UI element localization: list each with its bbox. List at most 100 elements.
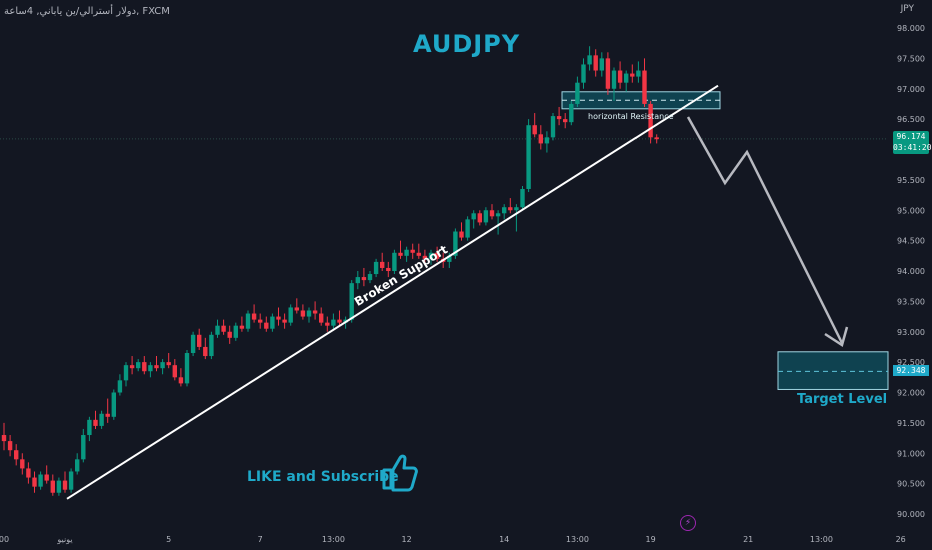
candle-body [32, 477, 37, 487]
candle-body [239, 325, 245, 329]
candle-body [453, 231, 458, 256]
candle-body [111, 392, 116, 417]
candle-body [489, 210, 495, 217]
candle-body [1, 435, 7, 442]
candle-body [288, 307, 293, 323]
candle-body [233, 325, 238, 338]
time-axis[interactable]: 00 يونيو 5 7 13:00 12 14 13:00 19 21 13:00 26 [0, 535, 906, 544]
candle-body [154, 365, 159, 369]
candle-body [367, 274, 373, 281]
candle-body [654, 137, 659, 140]
candle-body [495, 213, 501, 217]
candle-body [276, 316, 281, 320]
candle-body [319, 313, 324, 323]
support-trendline [66, 84, 719, 500]
candle-body [325, 322, 330, 326]
y-tick-label: 97.500 [897, 54, 925, 63]
candle-body [502, 207, 507, 214]
candle-body [99, 413, 104, 426]
candle-body [514, 207, 519, 211]
candle-body [624, 73, 629, 83]
x-tick-label: 12 [402, 535, 412, 544]
target-level-label: Target Level [797, 392, 888, 407]
y-tick-label: 96.500 [897, 115, 925, 124]
y-tick-label: 91.500 [897, 419, 925, 428]
candle-body [508, 207, 513, 211]
candle-body [87, 419, 92, 436]
candle-body [416, 252, 421, 256]
candle-body [520, 188, 525, 208]
y-tick-label: 95.500 [897, 176, 925, 185]
bar-countdown: 03:41:20 [893, 143, 932, 152]
candle-body [422, 255, 428, 259]
candle-body [136, 362, 141, 369]
candle-body [160, 362, 165, 369]
candle-body [105, 413, 110, 417]
candle-body [404, 249, 409, 256]
candle-body [538, 134, 543, 144]
candle-body [599, 58, 604, 71]
candle-body [642, 70, 647, 104]
candle-body [434, 252, 440, 259]
candle-body [56, 480, 62, 493]
candle-body [215, 325, 220, 335]
chart-title: AUDJPY [413, 30, 521, 58]
candle-body [251, 313, 257, 320]
candle-body [62, 480, 68, 490]
candle-body [581, 64, 586, 83]
x-tick-label: 5 [166, 535, 171, 544]
candle-body [75, 459, 80, 472]
candle-body [532, 125, 537, 135]
y-tick-label: 93.000 [897, 328, 925, 337]
candle-body [563, 119, 568, 123]
symbol-header[interactable]: دولار أسترالي/ين ياباني, 4ساعة, FXCM [4, 6, 170, 17]
price-axis[interactable]: 98.00097.50097.00096.50096.00095.50095.0… [897, 24, 925, 519]
x-tick-label: 13:00 [322, 535, 345, 544]
candle-body [166, 362, 171, 366]
candles [1, 46, 659, 496]
current-price-value: 96.174 [896, 132, 926, 141]
x-tick-label: 14 [499, 535, 509, 544]
y-tick-label: 92.000 [897, 389, 925, 398]
lightning-icon[interactable]: ⚡ [680, 515, 696, 531]
candle-body [282, 319, 287, 323]
candle-body [81, 435, 86, 460]
candle-body [306, 310, 312, 317]
candle-body [264, 322, 269, 329]
candle-body [550, 116, 556, 138]
candle-body [300, 310, 306, 317]
candle-body [349, 283, 354, 320]
candle-body [526, 125, 531, 189]
candle-body [544, 137, 550, 144]
x-tick-label: 19 [646, 535, 656, 544]
x-tick-label: 13:00 [810, 535, 833, 544]
candle-body [221, 325, 226, 332]
zones [561, 91, 889, 390]
candle-body [465, 219, 470, 238]
x-tick-label: 7 [258, 535, 263, 544]
x-tick-label: يونيو [56, 535, 72, 544]
currency-label: JPY [900, 4, 914, 14]
candle-body [117, 380, 123, 393]
candle-body [636, 70, 641, 77]
candle-body [471, 213, 476, 220]
candle-body [142, 362, 147, 372]
candle-body [630, 73, 635, 77]
candle-body [26, 468, 31, 478]
x-tick-label: 00 [0, 535, 9, 544]
y-tick-label: 90.500 [897, 480, 925, 489]
candle-body [294, 307, 299, 311]
candle-body [556, 116, 562, 120]
projection-path [686, 116, 844, 344]
candle-body [93, 419, 98, 426]
y-tick-label: 94.000 [897, 267, 925, 276]
candle-body [68, 471, 74, 490]
candle-body [398, 252, 403, 256]
candle-body [129, 365, 135, 369]
x-tick-label: 13:00 [566, 535, 589, 544]
candle-body [148, 365, 153, 372]
candle-body [410, 249, 415, 253]
candle-body [428, 252, 434, 259]
y-tick-label: 93.500 [897, 297, 925, 306]
